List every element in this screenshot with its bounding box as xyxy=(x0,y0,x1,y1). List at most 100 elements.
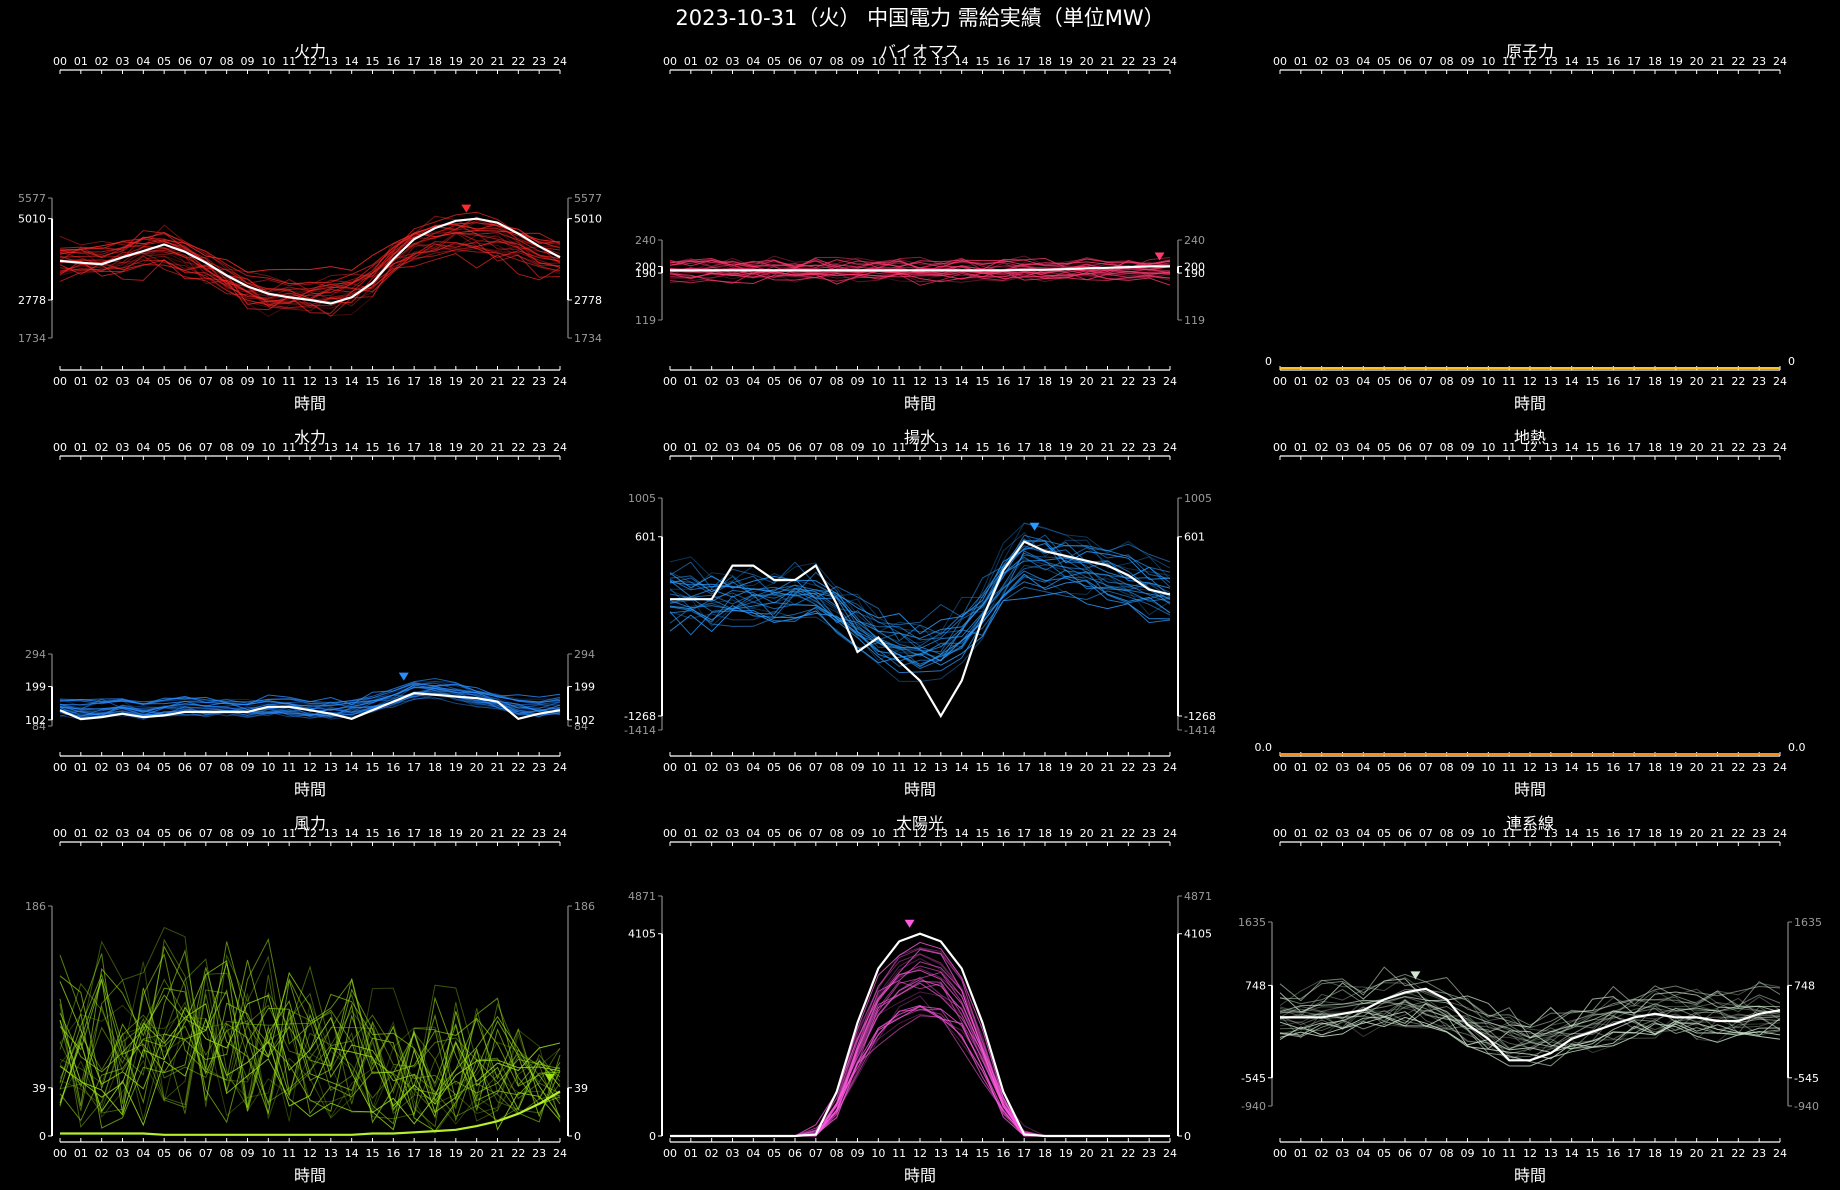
x-tick-label: 10 xyxy=(871,375,885,388)
x-tick-label: 09 xyxy=(241,55,255,68)
series-line-history xyxy=(669,542,1171,635)
series-line-today xyxy=(670,540,1171,719)
x-tick-label: 12 xyxy=(1523,375,1537,388)
x-tick-label: 06 xyxy=(788,55,802,68)
series-line-history xyxy=(669,544,1171,653)
series-line-history xyxy=(59,1001,561,1122)
series-line-history xyxy=(59,961,561,1119)
x-tick-label: 08 xyxy=(830,761,844,774)
x-tick-label: 04 xyxy=(746,827,760,840)
x-tick-label: 22 xyxy=(511,375,525,388)
x-tick-label: 22 xyxy=(511,441,525,454)
x-tick-label: 01 xyxy=(74,375,88,388)
series-line-history xyxy=(1279,978,1781,1028)
x-tick-label: 04 xyxy=(136,375,150,388)
series-line-history xyxy=(1279,973,1781,1029)
x-tick-label: 06 xyxy=(788,1147,802,1160)
x-tick-label: 19 xyxy=(449,55,463,68)
series-line-history xyxy=(670,1008,1170,1137)
x-tick-label: 23 xyxy=(532,761,546,774)
x-tick-label: 24 xyxy=(1773,827,1787,840)
x-tick-label: 16 xyxy=(996,441,1010,454)
peak-marker xyxy=(544,1073,555,1082)
chart-panel-thermal: 火力 時間 00 01 02 03 04 05 06 07 08 09 10 11 12 13 14 15 16 17… xyxy=(18,38,602,413)
series-line-history xyxy=(59,967,561,1124)
y-tick-label-inner: 4105 xyxy=(1184,928,1212,941)
x-tick-label: 12 xyxy=(303,827,317,840)
x-tick-label: 14 xyxy=(955,441,969,454)
x-tick-label: 03 xyxy=(726,827,740,840)
series-line-history xyxy=(669,270,1171,278)
y-tick-label-outer: 240 xyxy=(1184,234,1205,247)
series-line-history xyxy=(670,981,1170,1137)
x-tick-label: 09 xyxy=(851,1147,865,1160)
x-tick-label: 09 xyxy=(851,375,865,388)
x-tick-label: 19 xyxy=(449,827,463,840)
x-tick-label: 03 xyxy=(726,761,740,774)
x-tick-label: 10 xyxy=(871,1147,885,1160)
x-tick-label: 05 xyxy=(157,827,171,840)
x-tick-label: 03 xyxy=(1336,1147,1350,1160)
x-tick-label: 24 xyxy=(553,761,567,774)
series-line-history xyxy=(59,682,561,714)
x-tick-label: 10 xyxy=(871,441,885,454)
x-tick-label: 12 xyxy=(303,441,317,454)
x-tick-label: 01 xyxy=(74,441,88,454)
x-tick-label: 23 xyxy=(1142,1147,1156,1160)
x-tick-label: 19 xyxy=(1669,1147,1683,1160)
x-tick-label: 14 xyxy=(955,827,969,840)
x-tick-label: 04 xyxy=(1356,375,1370,388)
x-tick-label: 10 xyxy=(261,441,275,454)
series-line-history xyxy=(59,972,561,1120)
x-tick-label: 01 xyxy=(684,1147,698,1160)
x-tick-label: 18 xyxy=(428,827,442,840)
x-tick-label: 07 xyxy=(809,827,823,840)
x-tick-label: 04 xyxy=(746,375,760,388)
y-tick-label-inner: 199 xyxy=(25,681,46,694)
series-line-today xyxy=(59,691,561,721)
x-tick-label: 18 xyxy=(1648,55,1662,68)
x-tick-label: 02 xyxy=(1315,827,1329,840)
x-tick-label: 02 xyxy=(705,441,719,454)
series-line-history xyxy=(669,575,1171,674)
x-tick-label: 23 xyxy=(1752,1147,1766,1160)
series-line-today xyxy=(1280,987,1781,1062)
x-tick-label: 17 xyxy=(1627,1147,1641,1160)
series-line-history xyxy=(59,967,561,1129)
x-tick-label: 02 xyxy=(1315,1147,1329,1160)
y-tick-label-inner: 200 xyxy=(1184,260,1205,273)
x-tick-label: 09 xyxy=(851,441,865,454)
x-tick-label: 24 xyxy=(1163,761,1177,774)
x-tick-label: 16 xyxy=(1606,375,1620,388)
x-tick-label: 15 xyxy=(1586,761,1600,774)
y-tick-label-inner: -1268 xyxy=(1184,710,1216,723)
y-tick-label-outer: 4871 xyxy=(628,890,656,903)
x-tick-label: 11 xyxy=(282,1147,296,1160)
x-tick-label: 10 xyxy=(1481,827,1495,840)
x-tick-label: 05 xyxy=(767,441,781,454)
x-tick-label: 14 xyxy=(955,761,969,774)
x-tick-label: 05 xyxy=(767,761,781,774)
x-tick-label: 07 xyxy=(1419,1147,1433,1160)
series-line-today xyxy=(670,265,1170,272)
x-tick-label: 02 xyxy=(1315,55,1329,68)
series-line-history xyxy=(59,230,561,273)
x-tick-label: 02 xyxy=(705,375,719,388)
x-tick-label: 20 xyxy=(1080,761,1094,774)
series-line-history xyxy=(670,1013,1170,1137)
series-line-history xyxy=(59,687,561,717)
series-line-history xyxy=(59,979,561,1116)
y-tick-label-inner: 199 xyxy=(574,681,595,694)
x-tick-label: 11 xyxy=(282,827,296,840)
x-tick-label: 06 xyxy=(178,375,192,388)
series-line-history xyxy=(59,1009,561,1121)
peak-marker xyxy=(1154,252,1165,261)
x-tick-label: 12 xyxy=(303,375,317,388)
x-tick-label: 07 xyxy=(809,55,823,68)
x-tick-label: 24 xyxy=(1773,761,1787,774)
x-tick-label: 16 xyxy=(386,55,400,68)
x-tick-label: 02 xyxy=(1315,441,1329,454)
x-tick-label: 21 xyxy=(1711,761,1725,774)
x-tick-label: 07 xyxy=(809,1147,823,1160)
x-tick-label: 11 xyxy=(892,1147,906,1160)
